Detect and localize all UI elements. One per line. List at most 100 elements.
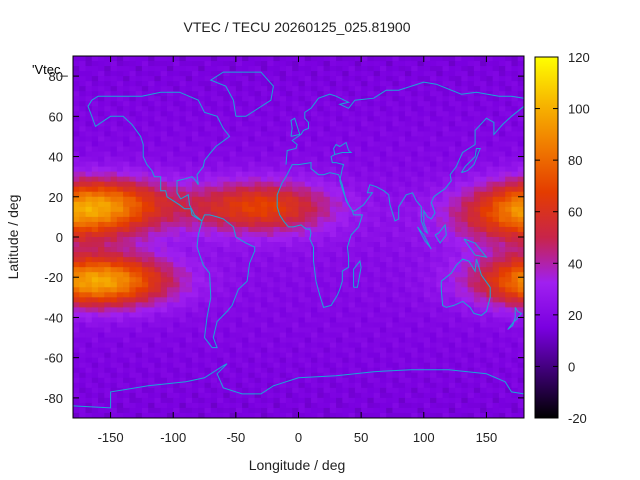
heatmap-cell: [505, 156, 513, 163]
heatmap-cell: [473, 146, 481, 153]
heatmap-cell: [361, 181, 368, 188]
heatmap-cell: [386, 242, 394, 248]
heatmap-cell: [204, 282, 212, 288]
heatmap-cell: [379, 247, 387, 253]
heatmap-cell: [336, 181, 343, 188]
heatmap-cell: [317, 392, 325, 399]
heatmap-cell: [448, 141, 456, 148]
heatmap-cell: [298, 156, 306, 163]
heatmap-cell: [166, 206, 174, 213]
heatmap-cell: [173, 367, 181, 374]
heatmap-cell: [217, 201, 224, 208]
heatmap-cell: [442, 237, 450, 243]
heatmap-cell: [223, 146, 231, 153]
heatmap-cell: [448, 267, 456, 273]
heatmap-cell: [311, 362, 318, 369]
heatmap-cell: [379, 136, 387, 143]
heatmap-cell: [311, 86, 318, 92]
heatmap-cell: [442, 262, 450, 268]
heatmap-cell: [348, 91, 356, 97]
heatmap-cell: [498, 277, 506, 283]
heatmap-cell: [417, 337, 425, 344]
heatmap-cell: [448, 282, 456, 288]
heatmap-cell: [229, 196, 237, 203]
heatmap-cell: [436, 131, 444, 138]
heatmap-cell: [135, 151, 143, 158]
heatmap-cell: [91, 191, 99, 198]
heatmap-cell: [279, 126, 287, 133]
heatmap-cell: [135, 397, 143, 404]
heatmap-cell: [85, 116, 93, 122]
heatmap-cell: [192, 362, 199, 369]
heatmap-cell: [436, 201, 444, 208]
heatmap-cell: [505, 247, 513, 253]
heatmap-cell: [79, 111, 87, 117]
heatmap-cell: [154, 337, 162, 344]
heatmap-cell: [166, 367, 174, 374]
heatmap-cell: [442, 397, 450, 404]
heatmap-cell: [229, 111, 237, 117]
heatmap-cell: [204, 141, 212, 148]
heatmap-cell: [367, 357, 375, 364]
heatmap-cell: [467, 231, 475, 238]
heatmap-cell: [273, 272, 281, 278]
heatmap-cell: [267, 176, 275, 183]
heatmap-cell: [79, 312, 87, 319]
heatmap-cell: [242, 56, 249, 62]
heatmap-cell: [392, 352, 400, 359]
heatmap-cell: [411, 141, 419, 148]
heatmap-cell: [379, 126, 387, 133]
heatmap-cell: [298, 237, 306, 243]
heatmap-cell: [166, 252, 174, 258]
heatmap-cell: [235, 196, 243, 203]
heatmap-cell: [254, 201, 262, 208]
heatmap-cell: [473, 61, 481, 67]
heatmap-cell: [348, 297, 356, 303]
heatmap-cell: [455, 357, 462, 364]
heatmap-cell: [304, 262, 312, 268]
heatmap-cell: [436, 247, 444, 253]
heatmap-cell: [248, 221, 256, 228]
heatmap-cell: [430, 372, 437, 379]
heatmap-cell: [254, 312, 262, 319]
heatmap-cell: [204, 111, 212, 117]
heatmap-cell: [480, 216, 488, 223]
heatmap-cell: [154, 392, 162, 399]
heatmap-cell: [129, 247, 137, 253]
heatmap-cell: [511, 91, 519, 97]
heatmap-cell: [367, 377, 375, 384]
heatmap-cell: [154, 146, 162, 153]
heatmap-cell: [379, 302, 387, 308]
heatmap-cell: [292, 131, 300, 138]
heatmap-cell: [367, 171, 375, 178]
heatmap-cell: [173, 397, 181, 404]
heatmap-cell: [229, 151, 237, 158]
heatmap-cell: [361, 327, 368, 334]
heatmap-cell: [210, 402, 218, 409]
heatmap-cell: [123, 186, 130, 193]
heatmap-cell: [85, 206, 93, 213]
heatmap-cell: [373, 297, 381, 303]
heatmap-cell: [160, 262, 168, 268]
heatmap-cell: [91, 101, 99, 107]
heatmap-cell: [254, 86, 262, 92]
heatmap-cell: [279, 151, 287, 158]
heatmap-cell: [373, 91, 381, 97]
heatmap-cell: [229, 71, 237, 77]
heatmap-cell: [498, 86, 506, 92]
heatmap-cell: [505, 151, 513, 158]
heatmap-cell: [248, 392, 256, 399]
heatmap-cell: [480, 81, 488, 87]
heatmap-cell: [104, 297, 112, 303]
heatmap-cell: [336, 337, 343, 344]
heatmap-cell: [198, 136, 206, 143]
heatmap-cell: [198, 191, 206, 198]
heatmap-cell: [91, 287, 99, 293]
heatmap-cell: [135, 171, 143, 178]
heatmap-cell: [398, 206, 406, 213]
heatmap-cell: [517, 86, 524, 92]
heatmap-cell: [179, 196, 187, 203]
heatmap-cell: [104, 362, 112, 369]
heatmap-cell: [354, 392, 362, 399]
heatmap-cell: [285, 337, 293, 344]
